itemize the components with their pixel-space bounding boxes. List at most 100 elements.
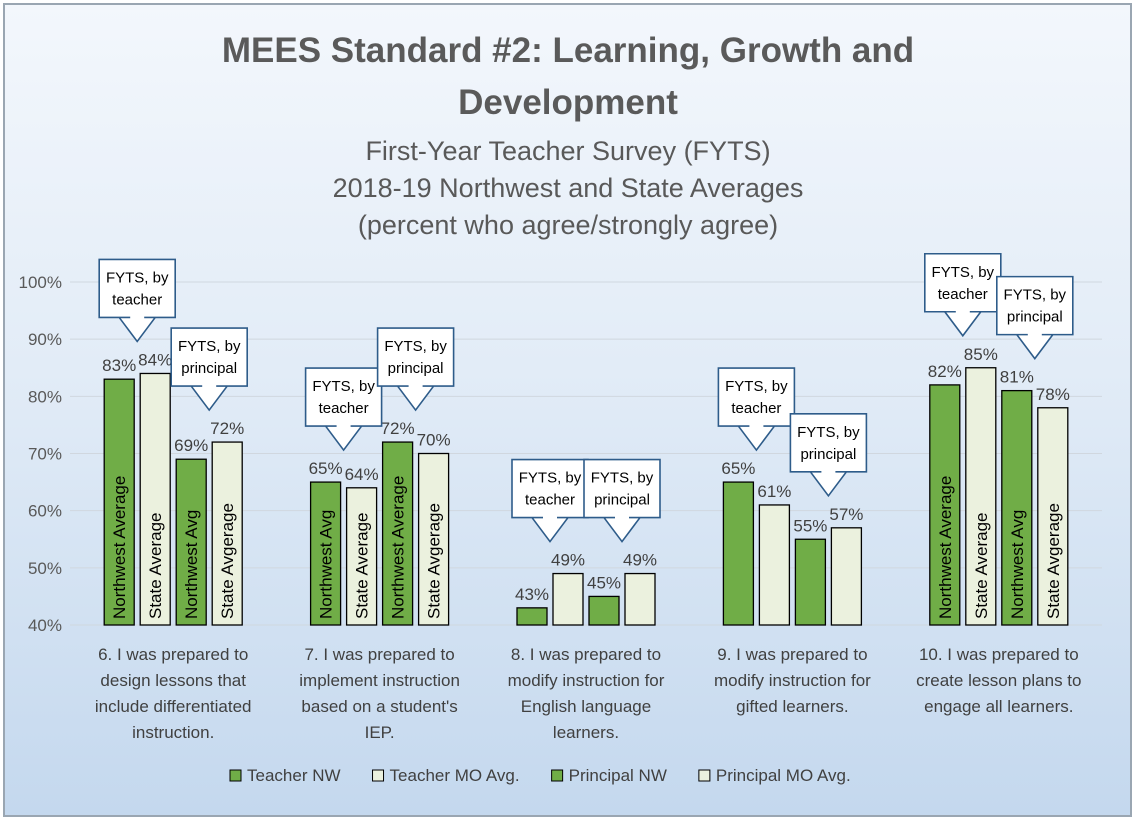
data-label: 78% xyxy=(1036,385,1070,404)
bar-label: Northwest Average xyxy=(110,476,129,619)
callout-text: teacher xyxy=(319,400,369,417)
y-tick-label: 70% xyxy=(28,445,62,464)
category-label: instruction. xyxy=(132,723,214,742)
legend-label: Teacher NW xyxy=(247,766,341,785)
chart-subtitle: First-Year Teacher Survey (FYTS) xyxy=(365,136,770,166)
category-label: IEP. xyxy=(365,723,395,742)
bar-label: State Average xyxy=(146,513,165,620)
y-tick-label: 60% xyxy=(28,502,62,521)
category-label: learners. xyxy=(553,723,619,742)
callout-text: FYTS, by xyxy=(106,269,169,286)
category-label: gifted learners. xyxy=(736,697,848,716)
bar xyxy=(588,595,620,626)
category-label: include differentiated xyxy=(95,697,252,716)
callout-text: principal xyxy=(388,360,444,377)
bar xyxy=(1001,389,1033,626)
y-tick-label: 50% xyxy=(28,559,62,578)
bar xyxy=(624,572,656,626)
bar xyxy=(552,572,584,626)
callout-text: teacher xyxy=(938,286,988,303)
data-label: 69% xyxy=(174,436,208,455)
callout-text: principal xyxy=(594,492,650,509)
bar xyxy=(794,538,827,626)
callout-text: teacher xyxy=(525,492,575,509)
category-label: 9. I was prepared to xyxy=(717,645,867,664)
bar xyxy=(929,384,961,626)
category-label: 6. I was prepared to xyxy=(98,645,248,664)
legend-swatch xyxy=(698,769,711,782)
data-label: 61% xyxy=(757,482,791,501)
bar xyxy=(211,441,243,626)
callout-box xyxy=(583,458,661,543)
callout-box xyxy=(995,275,1074,360)
category-label: engage all learners. xyxy=(924,697,1073,716)
chart-title: MEES Standard #2: Learning, Growth and xyxy=(222,31,914,70)
data-label: 72% xyxy=(381,419,415,438)
callout-box xyxy=(789,413,868,498)
data-label: 70% xyxy=(417,431,451,450)
category-label: 7. I was prepared to xyxy=(304,645,454,664)
chart-subtitle: 2018-19 Northwest and State Averages xyxy=(333,173,804,203)
data-label: 82% xyxy=(928,362,962,381)
category-label: modify instruction for xyxy=(714,671,871,690)
callout-text: teacher xyxy=(731,400,781,417)
bar-label: Northwest Avg xyxy=(1008,510,1027,619)
legend-swatch xyxy=(551,769,564,782)
data-label: 83% xyxy=(102,356,136,375)
bar xyxy=(381,441,414,626)
legend-swatch xyxy=(229,769,242,782)
data-label: 65% xyxy=(721,459,755,478)
callout-text: FYTS, by xyxy=(1004,287,1067,304)
category-label: design lessons that xyxy=(100,671,246,690)
data-label: 64% xyxy=(345,465,379,484)
bar xyxy=(722,481,755,626)
bar xyxy=(758,504,791,626)
bar-label: State Average xyxy=(972,512,991,619)
data-label: 55% xyxy=(793,516,827,535)
callout-text: FYTS, by xyxy=(178,338,241,355)
bar xyxy=(1037,407,1069,626)
data-label: 65% xyxy=(309,459,343,478)
bar xyxy=(417,452,450,626)
data-label: 49% xyxy=(551,551,585,570)
callout-text: teacher xyxy=(112,291,162,308)
category-label: English language xyxy=(521,697,651,716)
callout-text: FYTS, by xyxy=(519,470,582,487)
callout-box xyxy=(170,327,248,412)
callout-text: FYTS, by xyxy=(932,264,995,281)
callout-box xyxy=(376,327,455,412)
callout-text: FYTS, by xyxy=(725,378,788,395)
data-label: 49% xyxy=(623,551,657,570)
data-label: 84% xyxy=(138,350,172,369)
bar xyxy=(175,458,207,626)
data-label: 43% xyxy=(515,585,549,604)
chart-title: Development xyxy=(458,83,678,122)
callout-box xyxy=(98,258,176,343)
data-label: 85% xyxy=(964,345,998,364)
y-tick-label: 90% xyxy=(28,330,62,349)
bar-label: State Average xyxy=(353,513,372,620)
legend-swatch xyxy=(372,769,385,782)
legend-label: Principal NW xyxy=(569,766,667,785)
bar-label: State Avgerage xyxy=(1044,503,1063,619)
callout-text: FYTS, by xyxy=(384,338,447,355)
y-tick-label: 100% xyxy=(19,273,62,292)
bar xyxy=(139,372,171,626)
callout-box xyxy=(304,367,383,452)
category-label: implement instruction xyxy=(299,671,460,690)
data-label: 72% xyxy=(210,419,244,438)
bar-label: State Avgerage xyxy=(425,503,444,619)
bar-label: Northwest Average xyxy=(389,476,408,619)
callout-text: principal xyxy=(1007,309,1063,326)
bar xyxy=(345,487,378,626)
callout-text: principal xyxy=(800,446,856,463)
bar-label: Northwest Average xyxy=(936,476,955,619)
callout-box xyxy=(717,367,796,452)
category-label: based on a student's xyxy=(301,697,457,716)
bar-label: Northwest Avg xyxy=(317,510,336,619)
bar-label: State Avgerage xyxy=(218,503,237,619)
data-label: 57% xyxy=(829,505,863,524)
bar xyxy=(965,367,997,626)
bar xyxy=(516,607,548,626)
